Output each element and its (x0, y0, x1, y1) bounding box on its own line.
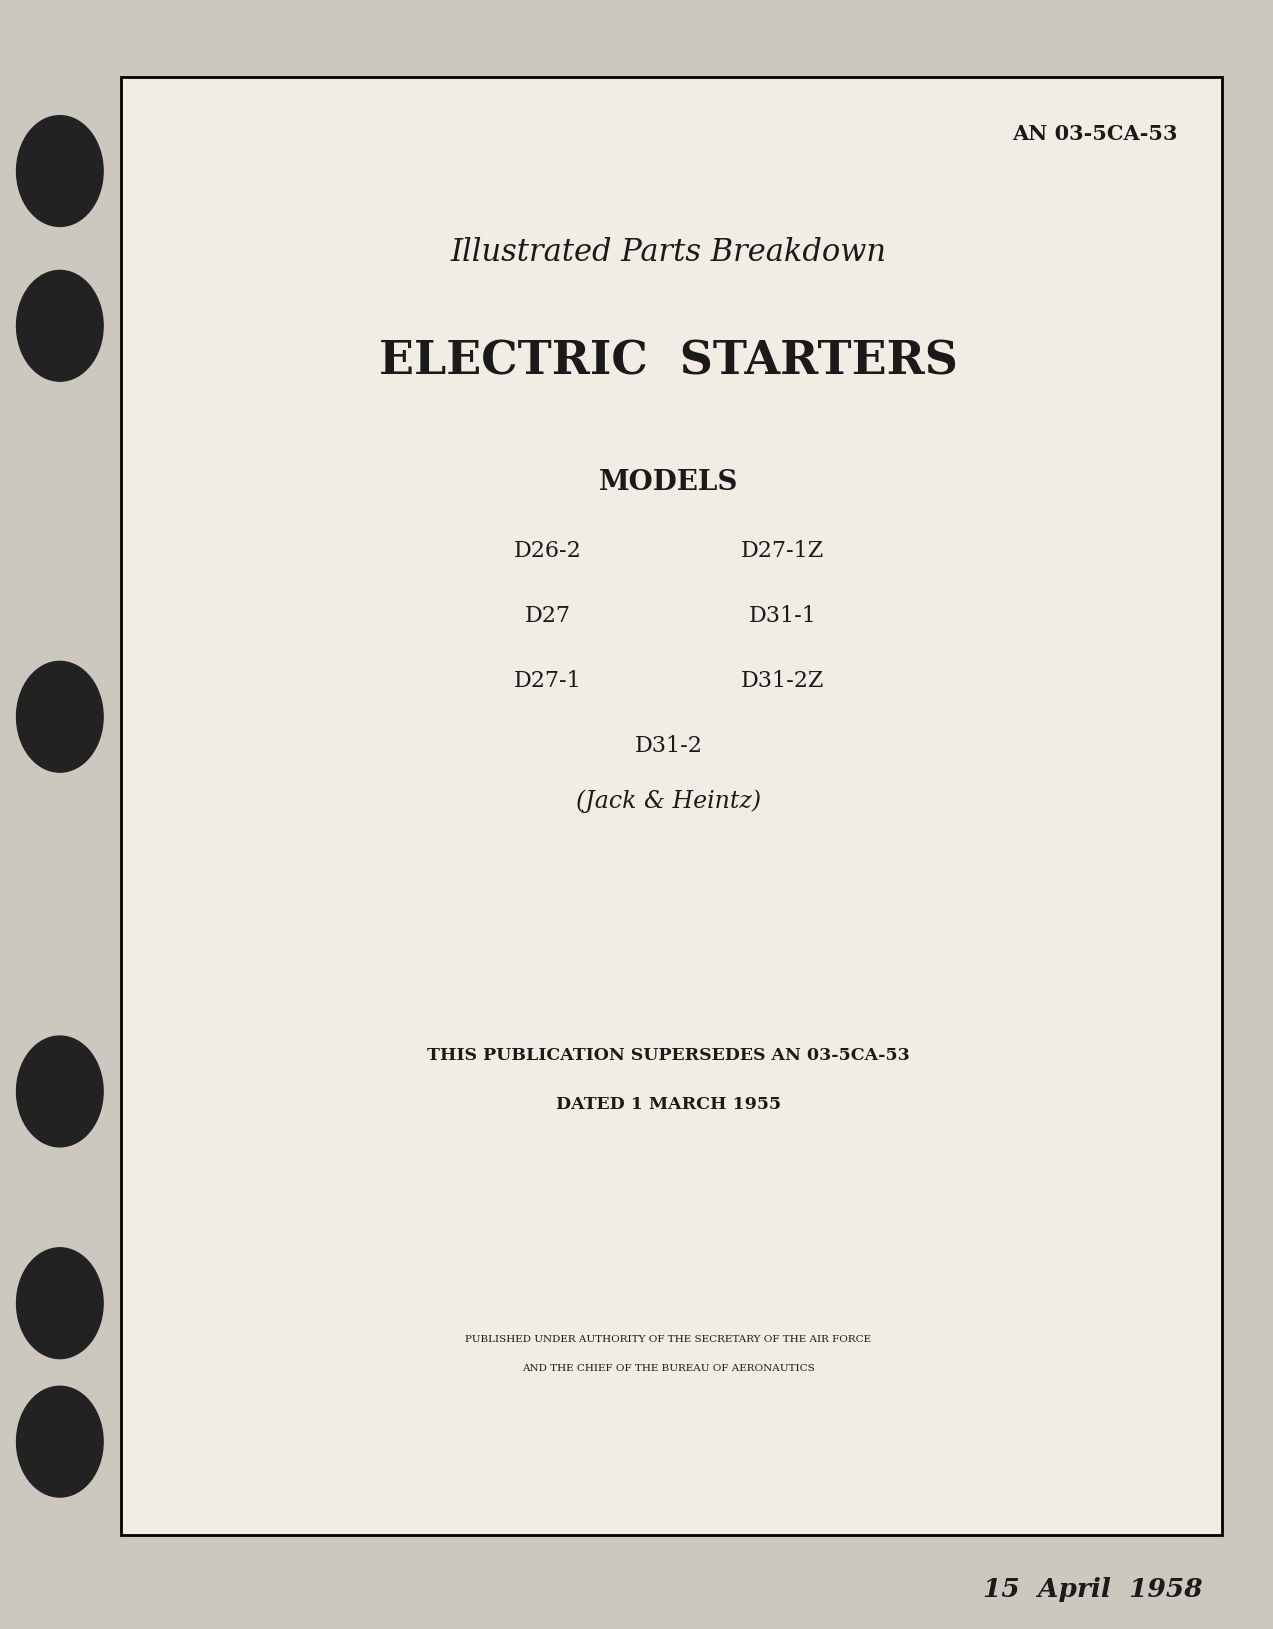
Text: D27-1Z: D27-1Z (741, 539, 825, 562)
Circle shape (17, 661, 103, 772)
Text: D31-2: D31-2 (634, 735, 703, 757)
Circle shape (17, 1036, 103, 1147)
Text: ELECTRIC  STARTERS: ELECTRIC STARTERS (379, 339, 957, 384)
Circle shape (17, 1248, 103, 1359)
Text: Illustrated Parts Breakdown: Illustrated Parts Breakdown (451, 236, 886, 269)
Text: (Jack & Heintz): (Jack & Heintz) (575, 790, 761, 813)
Text: D31-1: D31-1 (749, 604, 817, 627)
Text: AN 03-5CA-53: AN 03-5CA-53 (1012, 124, 1178, 143)
Circle shape (17, 116, 103, 226)
Text: MODELS: MODELS (598, 469, 738, 495)
Text: D31-2Z: D31-2Z (741, 670, 825, 692)
Text: D27-1: D27-1 (513, 670, 582, 692)
Text: D26-2: D26-2 (513, 539, 582, 562)
Text: D27: D27 (524, 604, 570, 627)
Text: AND THE CHIEF OF THE BUREAU OF AERONAUTICS: AND THE CHIEF OF THE BUREAU OF AERONAUTI… (522, 1363, 815, 1373)
Text: DATED 1 MARCH 1955: DATED 1 MARCH 1955 (556, 1096, 780, 1113)
Text: PUBLISHED UNDER AUTHORITY OF THE SECRETARY OF THE AIR FORCE: PUBLISHED UNDER AUTHORITY OF THE SECRETA… (465, 1334, 872, 1344)
Circle shape (17, 270, 103, 381)
FancyBboxPatch shape (121, 77, 1222, 1535)
Text: 15  April  1958: 15 April 1958 (983, 1577, 1203, 1603)
Text: THIS PUBLICATION SUPERSEDES AN 03-5CA-53: THIS PUBLICATION SUPERSEDES AN 03-5CA-53 (426, 1047, 910, 1064)
Circle shape (17, 1386, 103, 1497)
